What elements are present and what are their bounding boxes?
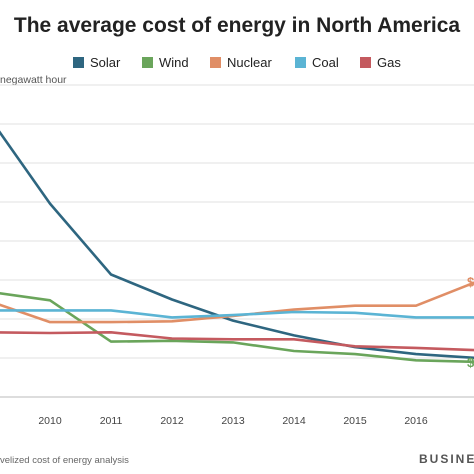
legend-swatch-coal [295,57,306,68]
legend-label-gas: Gas [377,55,401,70]
source-note: velized cost of energy analysis [0,455,129,466]
brand-logo: BUSINES [419,452,474,466]
legend-label-coal: Coal [312,55,339,70]
series-line-coal [0,309,474,319]
x-tick-label: 2015 [343,415,367,427]
legend-swatch-solar [73,57,84,68]
legend-label-wind: Wind [159,55,189,70]
end-label-nuclear: $ [467,275,474,290]
x-tick-label: 2011 [100,415,123,427]
legend-swatch-gas [360,57,371,68]
series-line-wind [0,291,474,364]
legend-label-solar: Solar [90,55,121,70]
legend: Solar Wind Nuclear Coal Gas [0,54,474,72]
x-tick-label: 2010 [38,415,62,427]
legend-swatch-nuclear [210,57,221,68]
legend-swatch-wind [142,57,153,68]
y-axis-unit-label: negawatt hour [0,74,67,86]
series-line-solar [0,130,474,360]
x-tick-label: 2012 [160,415,184,427]
end-label-wind: $ [467,355,474,370]
legend-label-nuclear: Nuclear [227,55,272,70]
x-tick-label: 2013 [221,415,245,427]
series-line-gas [0,331,474,352]
x-tick-label: 2014 [282,415,306,427]
chart-title: The average cost of energy in North Amer… [13,14,461,37]
x-tick-label: 2016 [404,415,428,427]
